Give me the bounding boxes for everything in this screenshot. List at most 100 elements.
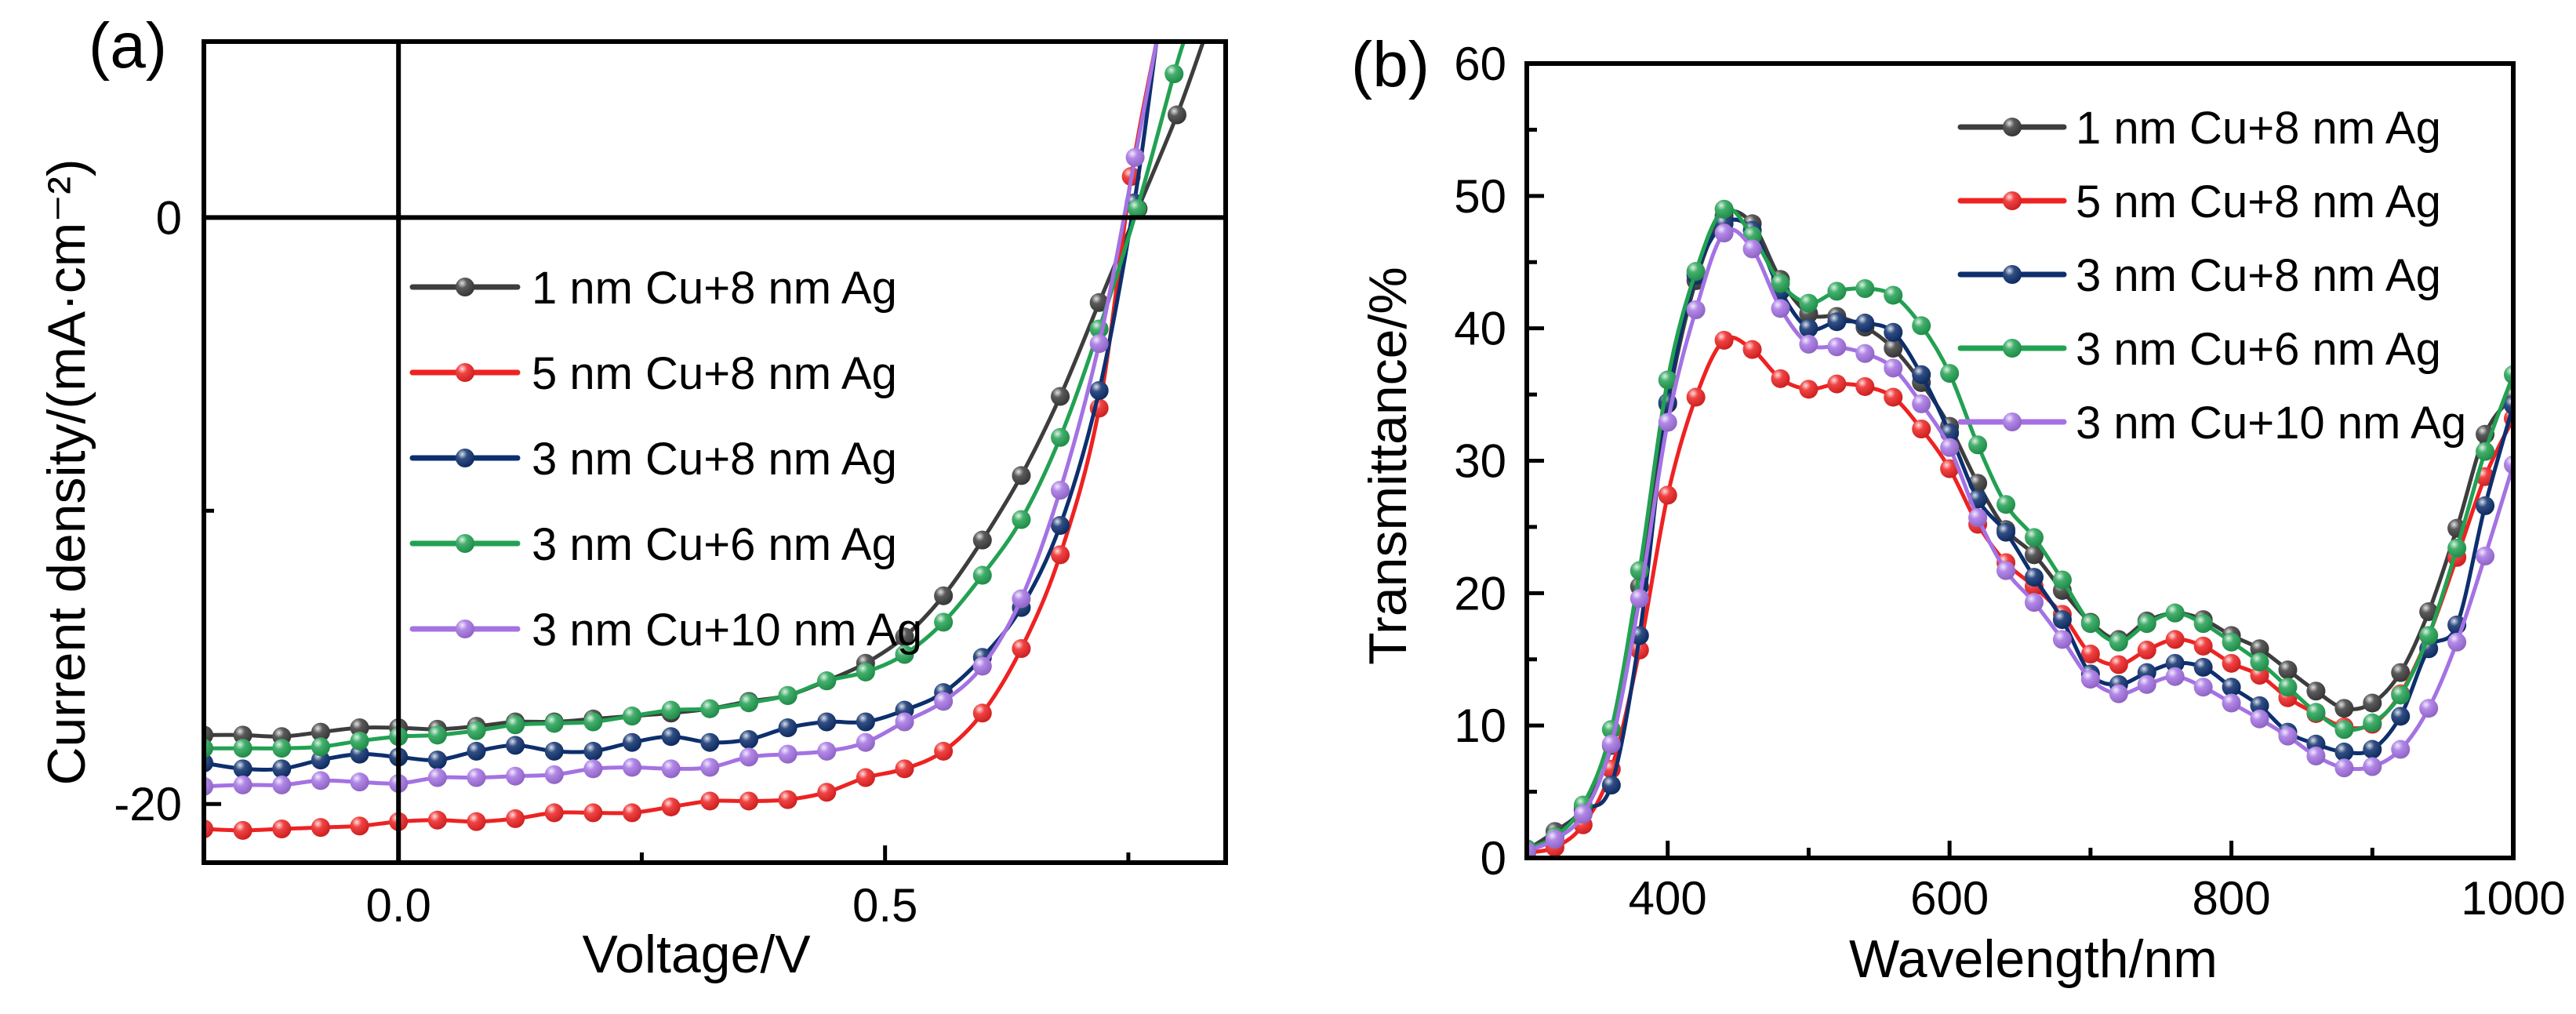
data-point — [1089, 380, 1109, 400]
series-markers — [1527, 224, 2513, 858]
marker-highlight — [2476, 496, 2495, 515]
series-5 — [1527, 224, 2513, 858]
data-point — [1012, 466, 1031, 485]
marker-highlight — [467, 812, 486, 831]
marker-highlight — [233, 739, 253, 758]
data-point — [467, 741, 486, 761]
marker-highlight — [2278, 726, 2298, 746]
x-axis-title: Voltage/V — [582, 925, 811, 984]
legend-label: 3 nm Cu+6 nm Ag — [532, 519, 897, 570]
y-tick-label: 30 — [1454, 435, 1506, 488]
data-point — [856, 662, 875, 681]
data-point — [544, 765, 564, 784]
data-point — [778, 744, 798, 764]
marker-highlight — [2222, 653, 2241, 673]
marker-highlight — [544, 714, 564, 733]
marker-highlight — [2306, 681, 2326, 701]
data-point — [272, 759, 292, 779]
marker-highlight — [2052, 570, 2072, 590]
marker-highlight — [427, 751, 447, 770]
legend-label: 5 nm Cu+8 nm Ag — [532, 348, 897, 399]
data-point — [1771, 369, 1790, 388]
marker-highlight — [1827, 282, 1847, 301]
data-point — [2419, 626, 2439, 645]
marker-highlight — [623, 707, 642, 726]
data-point — [972, 565, 992, 585]
data-point — [2250, 666, 2269, 685]
marker-highlight — [1742, 239, 1762, 259]
data-point — [2476, 547, 2495, 566]
data-point — [583, 803, 603, 823]
data-point — [895, 627, 914, 647]
data-point — [233, 775, 253, 794]
marker-highlight — [2447, 632, 2467, 652]
data-point — [456, 449, 474, 467]
data-point — [544, 803, 564, 823]
data-point — [934, 612, 954, 632]
data-point — [2306, 746, 2326, 765]
data-point — [1051, 427, 1070, 447]
marker-highlight — [1855, 343, 1875, 363]
marker-highlight — [1884, 338, 1903, 358]
data-point — [661, 700, 681, 720]
data-point — [272, 739, 292, 758]
data-point — [544, 714, 564, 733]
legend-item: 3 nm Cu+6 nm Ag — [409, 519, 897, 570]
marker-highlight — [1771, 369, 1790, 388]
series-markers — [204, 64, 1184, 758]
marker-highlight — [311, 771, 330, 790]
data-point — [2193, 657, 2213, 677]
marker-highlight — [2222, 678, 2241, 697]
marker-highlight — [2052, 630, 2072, 649]
marker-highlight — [1125, 147, 1145, 167]
marker-highlight — [1686, 262, 1706, 282]
marker-highlight — [934, 612, 954, 632]
data-point — [2003, 265, 2022, 284]
data-point — [1089, 293, 1109, 312]
marker-highlight — [1089, 380, 1109, 400]
marker-highlight — [1051, 545, 1070, 565]
marker-highlight — [2109, 632, 2128, 652]
data-point — [583, 712, 603, 732]
data-point — [506, 736, 525, 755]
marker-highlight — [2476, 442, 2495, 461]
data-point — [661, 727, 681, 747]
data-point — [2003, 118, 2022, 136]
y-tick-label: 0 — [1481, 832, 1506, 885]
marker-highlight — [467, 768, 486, 787]
data-point — [583, 759, 603, 779]
data-point — [2165, 630, 2185, 649]
marker-highlight — [700, 791, 720, 811]
data-point — [934, 741, 954, 761]
marker-highlight — [1771, 299, 1790, 318]
data-point — [895, 759, 914, 779]
data-point — [272, 775, 292, 794]
data-point — [1051, 545, 1070, 565]
marker-highlight — [2003, 413, 2022, 431]
data-point — [506, 809, 525, 828]
marker-highlight — [506, 736, 525, 755]
marker-highlight — [1012, 639, 1031, 659]
data-point — [623, 707, 642, 726]
data-point — [1996, 561, 2016, 580]
panel-b-transmittance: (b) 400 600 800 1000 0 10 20 30 40 50 60 1 nm Cu+8… — [1351, 29, 2566, 989]
marker-highlight — [2476, 547, 2495, 566]
y-tick-label: 20 — [1454, 567, 1506, 620]
data-point — [1012, 510, 1031, 529]
marker-highlight — [661, 700, 681, 720]
data-point — [778, 718, 798, 737]
data-point — [739, 693, 758, 713]
marker-highlight — [972, 703, 992, 723]
data-point — [233, 759, 253, 779]
series-line — [1527, 205, 2513, 851]
marker-highlight — [2165, 653, 2185, 673]
data-point — [2391, 663, 2411, 682]
data-point — [1884, 322, 1903, 342]
marker-highlight — [1912, 316, 1931, 336]
data-point — [2024, 528, 2044, 547]
marker-highlight — [233, 725, 253, 745]
legend-item: 3 nm Cu+6 nm Ag — [1957, 324, 2441, 375]
marker-highlight — [1658, 370, 1677, 390]
marker-highlight — [350, 772, 369, 792]
legend-label: 3 nm Cu+8 nm Ag — [532, 434, 897, 485]
